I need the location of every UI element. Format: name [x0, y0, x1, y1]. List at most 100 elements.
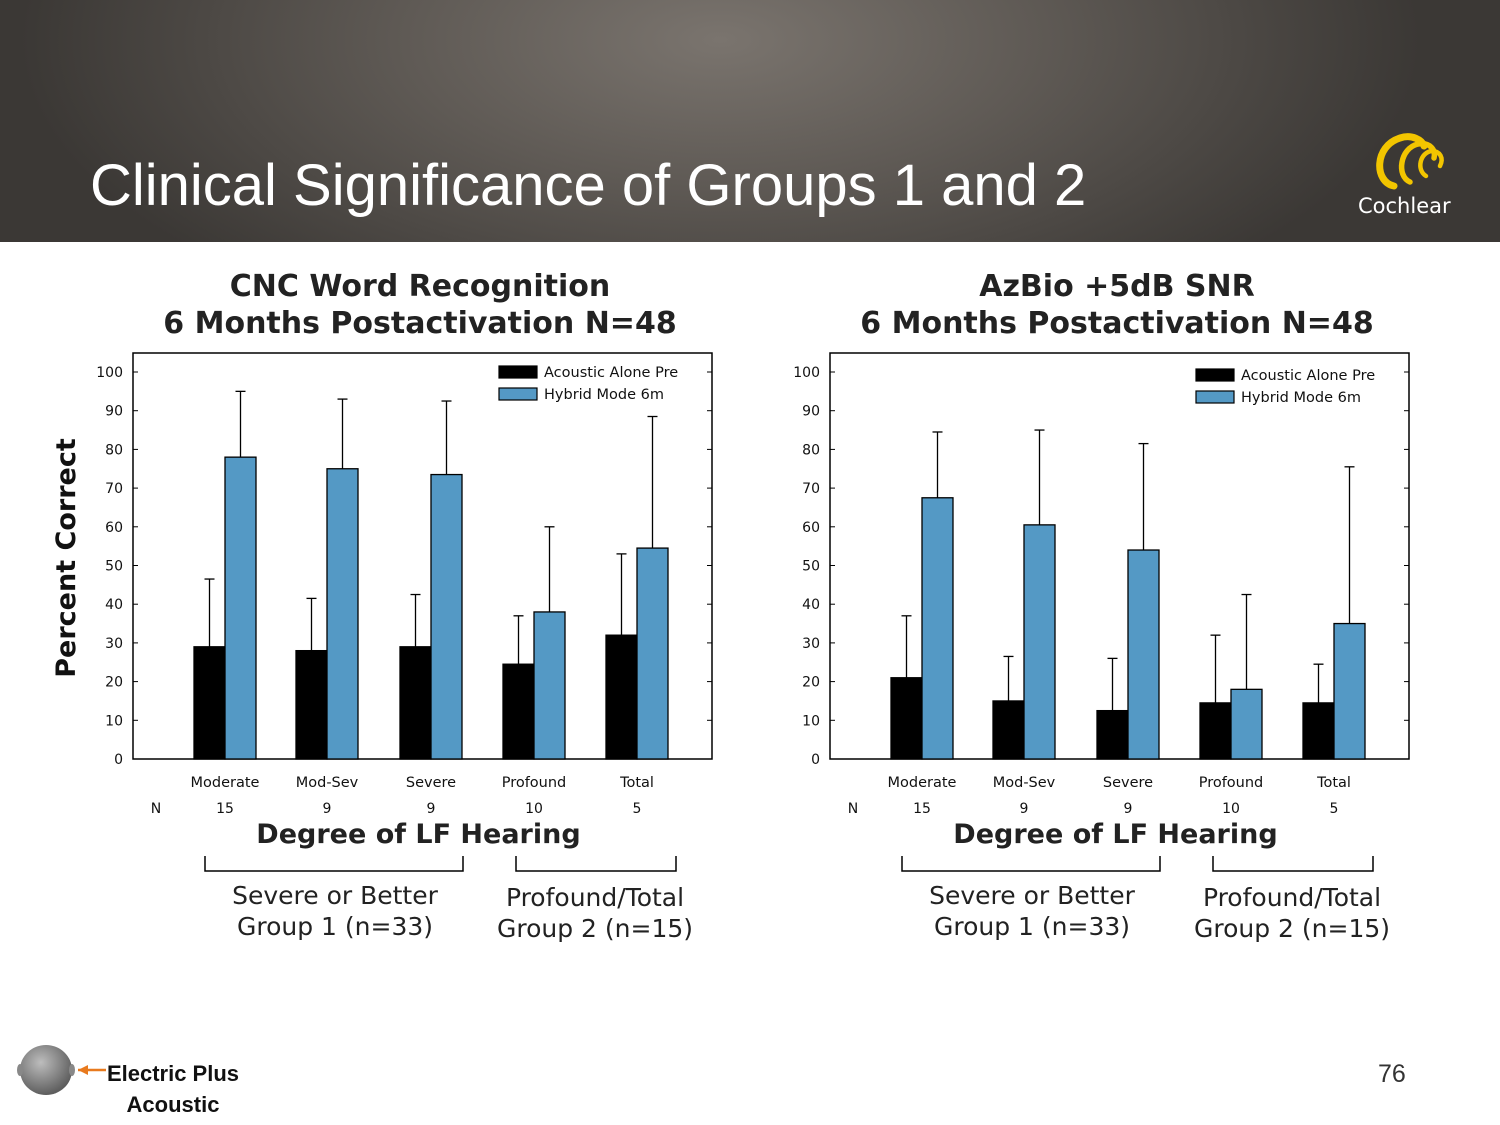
chart2-bar-acoustic — [1096, 709, 1129, 760]
chart1-category-label: Mod-Sev — [296, 775, 359, 791]
chart2-n-value: 10 — [1222, 801, 1240, 817]
chart2-category-label: Profound — [1199, 775, 1264, 791]
chart1-bar-hybrid — [224, 456, 257, 760]
chart2-bar-hybrid — [1230, 688, 1263, 760]
chart1-ylabel: Percent Correct — [51, 438, 82, 678]
chart2-bar-hybrid — [1333, 622, 1366, 760]
chart2-category-label: Mod-Sev — [993, 775, 1056, 791]
chart1-n-value: 10 — [525, 801, 543, 817]
chart1-category-label: Profound — [502, 775, 567, 791]
footer-label-line2: Acoustic — [126, 1092, 220, 1117]
chart2-ytick-label: 70 — [802, 481, 820, 497]
slide-header: Clinical Significance of Groups 1 and 2 … — [0, 0, 1500, 242]
chart1-bar-acoustic — [295, 649, 328, 760]
chart2-xlabel: Degree of LF Hearing — [953, 819, 1277, 850]
chart1-group1-line1: Severe or Better — [232, 881, 438, 910]
chart2-ytick-label: 0 — [811, 752, 820, 768]
chart1-n-value: 9 — [427, 801, 436, 817]
chart2-n-value: 9 — [1020, 801, 1029, 817]
chart2-bar-acoustic — [1302, 702, 1335, 760]
chart2-legend-swatch — [1195, 390, 1235, 404]
chart2-category-label: Total — [1316, 775, 1351, 791]
chart1-bar-hybrid — [636, 547, 669, 760]
chart2-ytick-label: 20 — [802, 675, 820, 691]
chart1-title-line2: 6 Months Postactivation N=48 — [163, 306, 677, 341]
chart1-group2-line2: Group 2 (n=15) — [496, 914, 694, 943]
chart1-ytick-label: 90 — [105, 404, 123, 420]
chart1-category-label: Severe — [406, 775, 456, 791]
chart1-bar-acoustic — [502, 663, 535, 760]
chart2-bar-acoustic — [992, 700, 1025, 760]
chart2-group1-line1: Severe or Better — [929, 881, 1135, 910]
chart1-group2-bracket — [515, 856, 677, 872]
head-icon — [17, 1045, 106, 1095]
chart1-n-value: 5 — [633, 801, 642, 817]
chart1-group1-bracket — [204, 856, 464, 872]
chart1-title: CNC Word Recognition 6 Months Postactiva… — [120, 268, 720, 342]
chart2-group1-label: Severe or Better Group 1 (n=33) — [882, 880, 1182, 942]
chart2-ytick-label: 90 — [802, 404, 820, 420]
chart2-group1-bracket — [901, 856, 1161, 872]
chart1-bar-acoustic — [605, 634, 638, 760]
footer-label: Electric Plus Acoustic — [100, 1058, 246, 1120]
chart1-ytick-label: 10 — [105, 713, 123, 729]
chart2-ytick-label: 40 — [802, 597, 820, 613]
chart1-ytick-label: 80 — [105, 442, 123, 458]
chart1-category-label: Moderate — [191, 775, 260, 791]
chart2-group2-line2: Group 2 (n=15) — [1193, 914, 1391, 943]
chart1-legend-label: Acoustic Alone Pre — [544, 365, 678, 381]
chart1-title-line1: CNC Word Recognition — [229, 269, 611, 304]
chart1-bar-acoustic — [193, 646, 226, 760]
chart2-bar-acoustic — [1199, 702, 1232, 760]
chart1-category-label: Total — [619, 775, 654, 791]
chart1-n-value: 9 — [323, 801, 332, 817]
chart2-bar-hybrid — [1127, 549, 1160, 760]
chart2-group2-line1: Profound/Total — [1202, 883, 1382, 912]
chart1-legend-swatch — [498, 387, 538, 401]
chart1-group2-label: Profound/Total Group 2 (n=15) — [465, 882, 725, 944]
chart2-ytick-label: 60 — [802, 520, 820, 536]
brand-name: Cochlear — [1358, 194, 1451, 218]
chart1-n-value: 15 — [216, 801, 234, 817]
chart2-ytick-label: 80 — [802, 442, 820, 458]
chart1-ytick-label: 70 — [105, 481, 123, 497]
chart2-group2-label: Profound/Total Group 2 (n=15) — [1162, 882, 1422, 944]
chart1-group1-line2: Group 1 (n=33) — [236, 912, 434, 941]
chart2-group2-bracket — [1212, 856, 1374, 872]
chart1-xlabel: Degree of LF Hearing — [256, 819, 580, 850]
chart1-bar-acoustic — [399, 646, 432, 760]
chart2-title: AzBio +5dB SNR 6 Months Postactivation N… — [817, 268, 1417, 342]
chart1-group2-line1: Profound/Total — [505, 883, 685, 912]
chart1-ytick-label: 60 — [105, 520, 123, 536]
chart2-bar-acoustic — [890, 677, 923, 760]
chart2-title-line2: 6 Months Postactivation N=48 — [860, 306, 1374, 341]
chart2-bar-hybrid — [1023, 524, 1056, 760]
chart2-legend-swatch — [1195, 368, 1235, 382]
chart1-ytick-label: 100 — [96, 365, 123, 381]
chart1-ytick-label: 20 — [105, 675, 123, 691]
chart2-group1-line2: Group 1 (n=33) — [933, 912, 1131, 941]
chart2-category-label: Severe — [1103, 775, 1153, 791]
chart2-bar-hybrid — [921, 497, 954, 760]
chart1-group1-label: Severe or Better Group 1 (n=33) — [185, 880, 485, 942]
chart2-n-label: N — [848, 801, 858, 817]
chart2-ytick-label: 30 — [802, 636, 820, 652]
chart2-ytick-label: 50 — [802, 559, 820, 575]
slide-title: Clinical Significance of Groups 1 and 2 — [90, 153, 1087, 218]
cochlear-logo-icon — [1376, 133, 1444, 190]
chart1-bar-hybrid — [326, 468, 359, 760]
chart1-ytick-label: 30 — [105, 636, 123, 652]
chart1-legend-swatch — [498, 365, 538, 379]
chart2-title-line1: AzBio +5dB SNR — [979, 269, 1255, 304]
chart2-n-value: 5 — [1330, 801, 1339, 817]
chart2-n-value: 15 — [913, 801, 931, 817]
page-number: 76 — [1378, 1060, 1406, 1088]
chart2-ytick-label: 10 — [802, 713, 820, 729]
footer-label-line1: Electric Plus — [106, 1061, 240, 1086]
chart1-ytick-label: 0 — [114, 752, 123, 768]
chart1-n-label: N — [151, 801, 161, 817]
chart1-ytick-label: 40 — [105, 597, 123, 613]
chart1-bar-hybrid — [533, 611, 566, 760]
chart2-category-label: Moderate — [888, 775, 957, 791]
